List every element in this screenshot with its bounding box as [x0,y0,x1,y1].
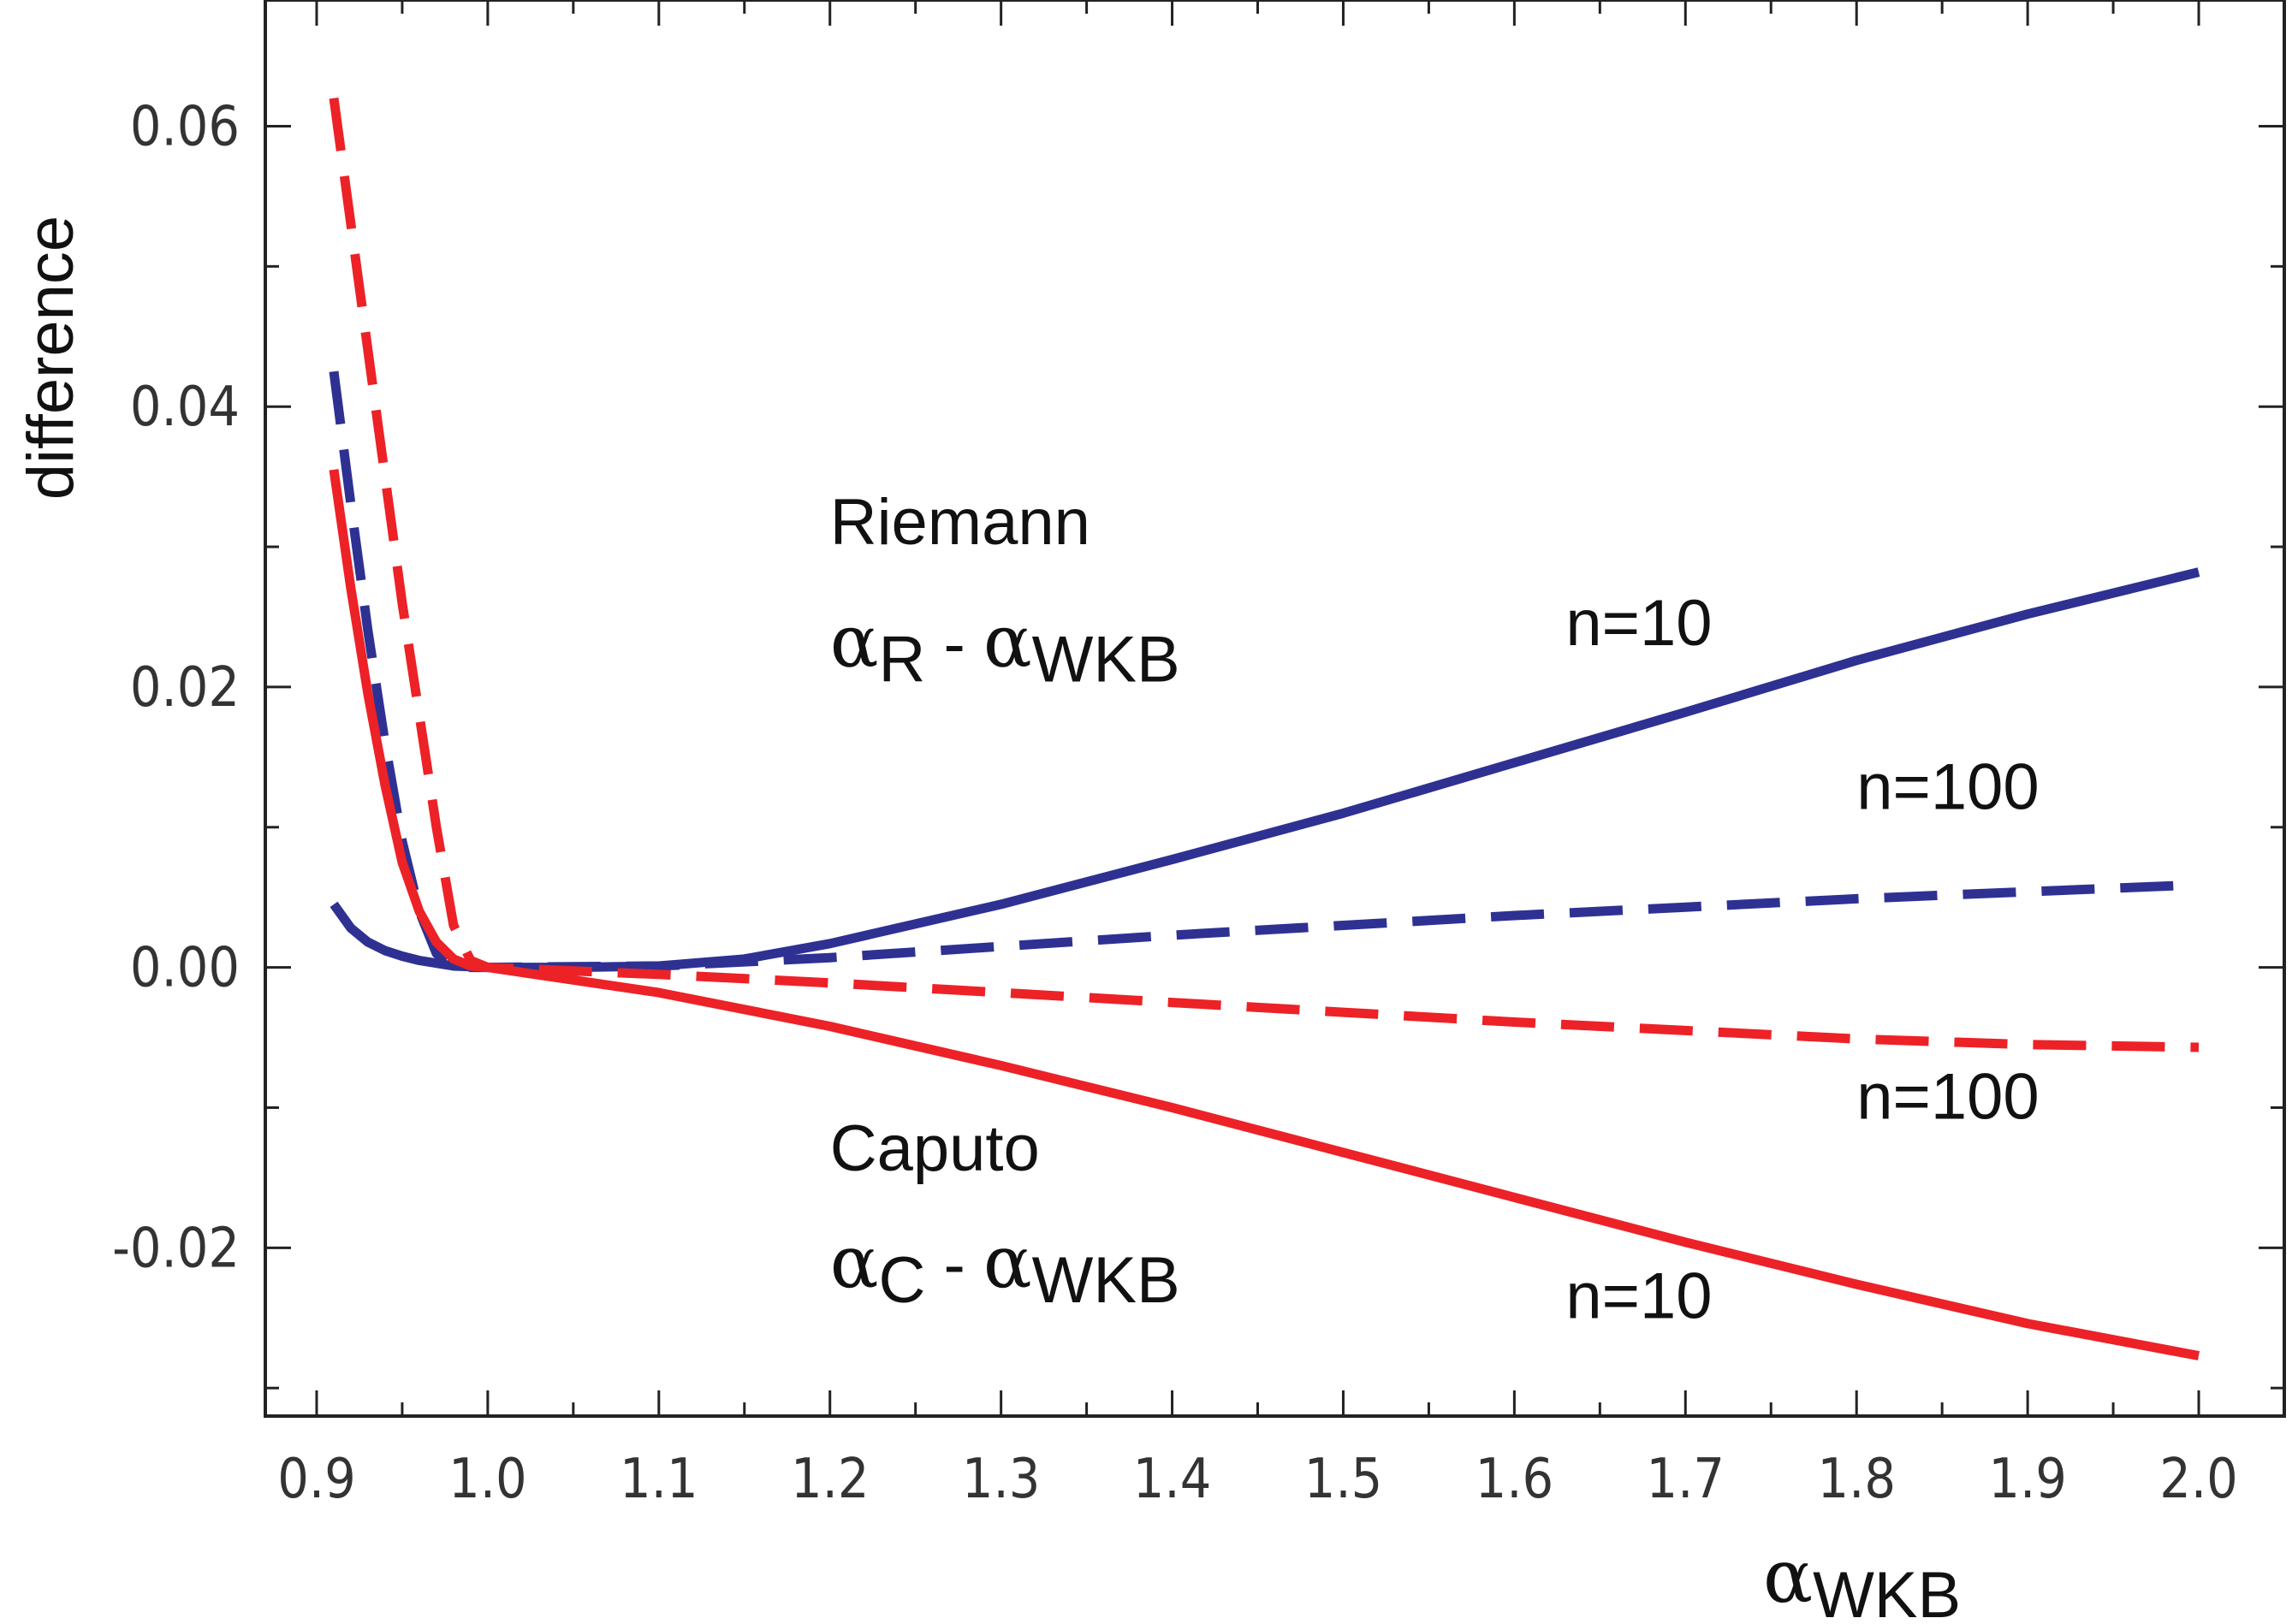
y-axis-ticks: -0.02 0.00 0.02 0.04 0.06 [112,95,2284,1390]
series-line-4 [329,97,2200,1052]
x-tick-label: 1.1 [620,1448,698,1511]
y-tick-label: -0.02 [112,1217,240,1280]
series-line-1 [330,567,2200,973]
y-axis-label: difference [15,216,87,500]
series-line-3 [329,469,2200,1360]
x-axis-ticks: 0.9 1.0 1.1 1.2 1.3 1.4 1.5 1.6 1.7 1.8 1.9 2.0 [277,0,2238,1511]
x-tick-label: 1.6 [1476,1448,1554,1511]
x-tick-label: 1.2 [791,1448,870,1511]
annotation-layer: Riemann αR - αWKB n=10 n=100 n=100 Caputo αC -… [830,486,2040,1333]
x-tick-label: 1.5 [1304,1448,1383,1511]
series-layer [329,97,2200,1360]
x-axis-label: αWKB [1763,1534,1961,1624]
y-tick-label: 0.06 [130,95,240,158]
annotation: αC - αWKB [830,1220,1180,1317]
y-tick-label: 0.00 [130,937,240,1000]
y-tick-label: 0.02 [130,656,240,720]
annotation: n=100 [1856,1061,2039,1134]
y-tick-label: 0.04 [130,376,240,439]
x-tick-label: 1.4 [1133,1448,1212,1511]
series-line-2 [329,370,2200,973]
annotation: n=100 [1856,750,2039,823]
annotation: Riemann [830,486,1090,559]
x-axis-label-symbol: α [1763,1534,1813,1620]
x-tick-label: 0.9 [277,1448,356,1511]
x-tick-label: 2.0 [2159,1448,2238,1511]
x-tick-label: 1.8 [1817,1448,1896,1511]
annotation: αR - αWKB [830,599,1180,696]
x-tick-label: 1.3 [962,1448,1041,1511]
x-axis-label-subscript: WKB [1813,1559,1961,1624]
annotation: n=10 [1565,587,1712,660]
annotation: n=10 [1565,1259,1712,1332]
plot-frame [264,0,2286,1418]
x-tick-label: 1.7 [1647,1448,1725,1511]
annotation: Caputo [830,1112,1040,1185]
x-tick-label: 1.9 [1988,1448,2067,1511]
x-tick-label: 1.0 [448,1448,527,1511]
